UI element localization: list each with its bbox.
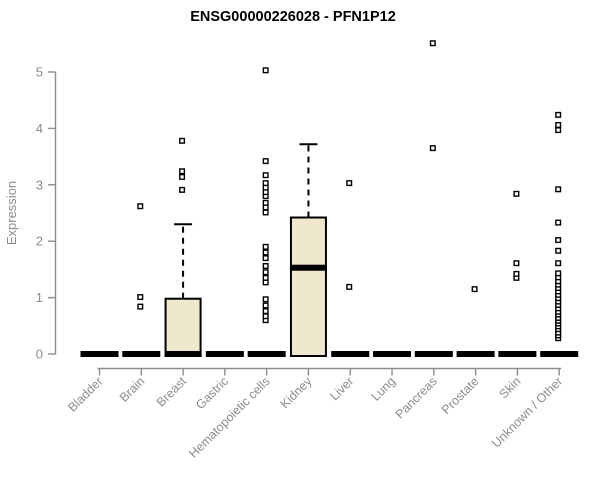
flat-median-bar bbox=[205, 351, 244, 357]
outlier-point bbox=[262, 274, 269, 281]
outlier-point bbox=[179, 168, 186, 175]
box-liver bbox=[331, 180, 370, 357]
box-unknown-other bbox=[540, 111, 579, 357]
outlier-point bbox=[137, 294, 144, 301]
box-breast bbox=[164, 137, 202, 357]
outlier-point bbox=[179, 186, 186, 193]
box-gastric bbox=[205, 351, 244, 357]
outlier-point bbox=[262, 313, 269, 320]
outlier-point bbox=[429, 145, 436, 152]
outlier-point bbox=[346, 283, 353, 290]
outlier-point bbox=[262, 308, 269, 315]
flat-median-bar bbox=[540, 351, 579, 357]
box-hematopoietic-cells bbox=[247, 67, 286, 357]
x-category-label: Breast bbox=[154, 374, 190, 410]
outlier-point bbox=[513, 260, 520, 267]
outlier-point bbox=[262, 180, 269, 187]
outlier-point bbox=[262, 269, 269, 276]
outlier-point bbox=[137, 303, 144, 310]
flat-median-bar bbox=[331, 351, 370, 357]
outlier-point bbox=[262, 209, 269, 216]
flat-median-bar bbox=[247, 351, 286, 357]
flat-median-bar bbox=[456, 351, 495, 357]
outlier-point bbox=[262, 243, 269, 250]
box-skin bbox=[498, 190, 537, 357]
outlier-point bbox=[555, 186, 562, 193]
outlier-point bbox=[262, 158, 269, 165]
box-prostate bbox=[456, 286, 495, 357]
outlier-point bbox=[137, 203, 144, 210]
outlier-point bbox=[262, 172, 269, 179]
outlier-point bbox=[555, 111, 562, 118]
outlier-point bbox=[555, 219, 562, 226]
flat-median-bar bbox=[122, 351, 161, 357]
box-rect bbox=[289, 216, 327, 357]
outlier-point bbox=[179, 173, 186, 180]
boxes bbox=[80, 40, 579, 357]
y-tick-label: 2 bbox=[36, 234, 43, 249]
flat-median-bar bbox=[414, 351, 453, 357]
outlier-point bbox=[429, 40, 436, 47]
outlier-point bbox=[262, 67, 269, 74]
y-tick-label: 5 bbox=[36, 65, 43, 80]
outlier-point bbox=[513, 190, 520, 197]
outlier-point bbox=[262, 255, 269, 262]
y-tick-label: 4 bbox=[36, 121, 43, 136]
x-category-label: Pancreas bbox=[393, 374, 440, 421]
outlier-point bbox=[262, 199, 269, 206]
flat-median-bar bbox=[498, 351, 537, 357]
outlier-point bbox=[555, 247, 562, 254]
y-tick-label: 3 bbox=[36, 177, 43, 192]
y-axis-label: Expression bbox=[4, 181, 19, 245]
box-pancreas bbox=[414, 40, 453, 357]
x-category-label: Brain bbox=[117, 374, 148, 405]
outlier-point bbox=[555, 260, 562, 267]
box-lung bbox=[373, 351, 412, 357]
outlier-point bbox=[262, 263, 269, 270]
x-category-label: Lung bbox=[369, 374, 399, 404]
outlier-point bbox=[262, 296, 269, 303]
x-category-label: Kidney bbox=[278, 374, 315, 411]
x-category-label: Gastric bbox=[193, 374, 231, 412]
x-category-label: Prostate bbox=[439, 374, 482, 417]
box-brain bbox=[122, 203, 161, 357]
outlier-point bbox=[555, 237, 562, 244]
outlier-point bbox=[555, 270, 562, 277]
outlier-point bbox=[262, 249, 269, 256]
outlier-point bbox=[555, 122, 562, 129]
outlier-point bbox=[346, 180, 353, 187]
outlier-point bbox=[555, 127, 562, 134]
flat-median-bar bbox=[80, 351, 119, 357]
box-kidney bbox=[289, 143, 327, 357]
x-category-label: Skin bbox=[496, 374, 523, 401]
median-bar bbox=[289, 264, 327, 271]
flat-median-bar bbox=[373, 351, 412, 357]
box-rect bbox=[164, 297, 202, 357]
x-category-label: Liver bbox=[327, 374, 356, 403]
median-bar bbox=[164, 351, 202, 357]
x-category-label: Bladder bbox=[65, 374, 105, 414]
outlier-point bbox=[179, 137, 186, 144]
y-tick-label: 1 bbox=[36, 290, 43, 305]
outlier-point bbox=[513, 270, 520, 277]
outlier-point bbox=[262, 302, 269, 309]
x-category-label: Hematopoietic cells bbox=[186, 374, 273, 461]
y-tick-label: 0 bbox=[36, 347, 43, 362]
outlier-point bbox=[471, 286, 478, 293]
chart-title: ENSG00000226028 - PFN1P12 bbox=[190, 9, 396, 25]
box-bladder bbox=[80, 351, 119, 357]
x-category-label: Unknown / Other bbox=[489, 374, 565, 450]
